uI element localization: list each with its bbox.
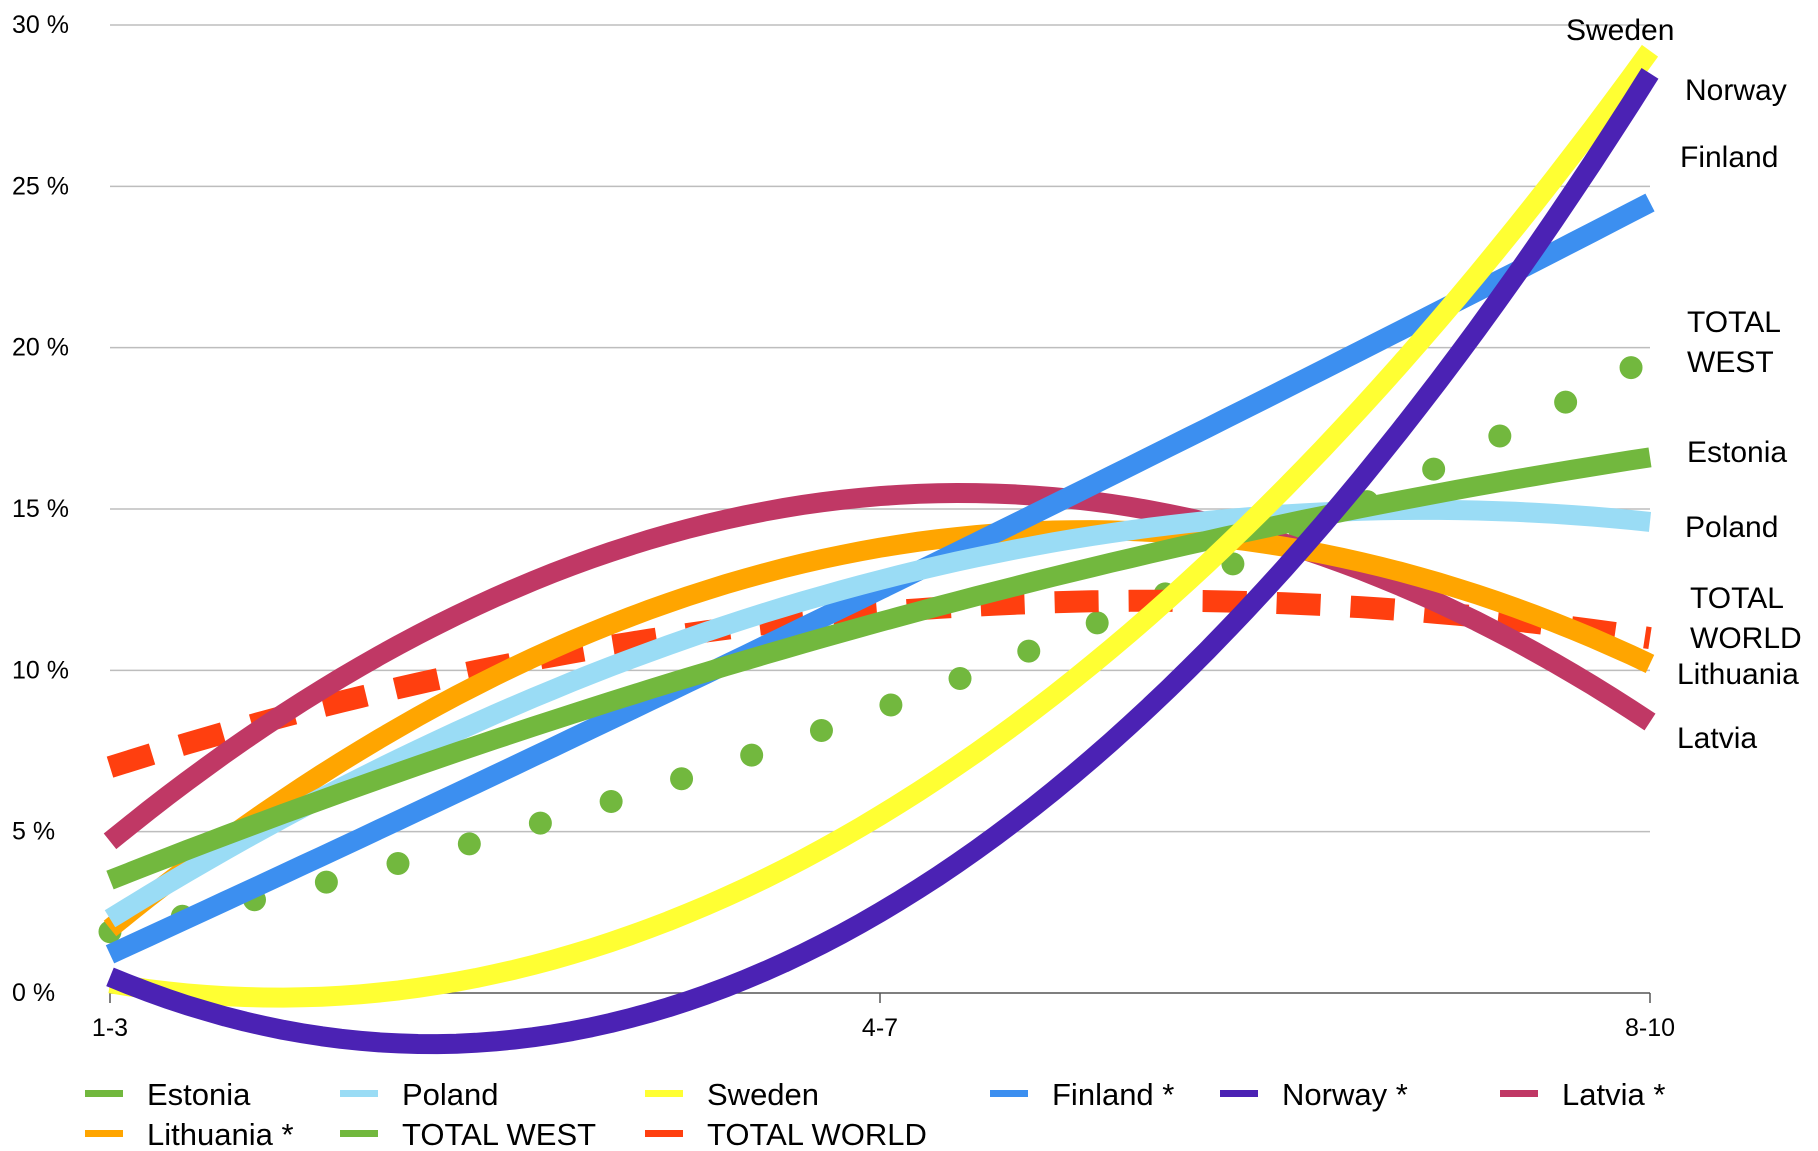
legend-swatch-lithuania bbox=[85, 1130, 123, 1137]
series-line-norway bbox=[106, 68, 1659, 1055]
series-end-label: WEST bbox=[1687, 346, 1774, 379]
series-end-label: Norway bbox=[1685, 74, 1787, 107]
x-tick-label: 1-3 bbox=[92, 1014, 128, 1042]
series-end-label: TOTAL bbox=[1690, 582, 1784, 615]
series-line-latvia bbox=[103, 483, 1656, 850]
x-tick-label: 8-10 bbox=[1625, 1014, 1675, 1042]
series-line-lithuania bbox=[103, 520, 1655, 937]
series-end-label: Sweden bbox=[1566, 14, 1674, 47]
legend-swatch-norway bbox=[1220, 1090, 1258, 1097]
series-end-label: Estonia bbox=[1687, 436, 1787, 469]
legend-swatch-estonia bbox=[85, 1090, 123, 1097]
series-end-label: TOTAL bbox=[1687, 306, 1781, 339]
x-tick-label: 4-7 bbox=[862, 1014, 898, 1042]
legend-swatch-total-west bbox=[340, 1130, 378, 1137]
legend-label-total-west: TOTAL WEST bbox=[402, 1117, 596, 1151]
series-end-label: Poland bbox=[1685, 511, 1778, 544]
legend-swatch-total-world bbox=[645, 1130, 683, 1137]
legend-swatch-finland bbox=[990, 1090, 1028, 1097]
y-tick-label: 5 % bbox=[12, 818, 55, 846]
legend-label-norway: Norway * bbox=[1282, 1077, 1408, 1112]
y-tick-label: 30 % bbox=[12, 11, 69, 39]
series-end-label: Finland bbox=[1680, 141, 1778, 174]
y-tick-label: 10 % bbox=[12, 656, 69, 684]
series-line-estonia bbox=[106, 447, 1652, 890]
legend-swatch-latvia bbox=[1500, 1090, 1538, 1097]
legend-swatch-poland bbox=[340, 1090, 378, 1097]
series-line-sweden bbox=[108, 44, 1659, 1008]
legend-label-latvia: Latvia * bbox=[1562, 1077, 1665, 1112]
legend-label-sweden: Sweden bbox=[707, 1077, 819, 1112]
legend-label-estonia: Estonia bbox=[147, 1077, 251, 1112]
y-tick-label: 15 % bbox=[12, 495, 69, 523]
legend-swatch-sweden bbox=[645, 1090, 683, 1097]
series-line-total-world bbox=[106, 589, 1652, 778]
legend-label-poland: Poland bbox=[402, 1077, 499, 1112]
legend-label-finland: Finland * bbox=[1052, 1077, 1174, 1112]
legend-label-total-world: TOTAL WORLD bbox=[707, 1117, 927, 1151]
series-end-label: Lithuania bbox=[1677, 658, 1799, 691]
y-tick-label: 25 % bbox=[12, 172, 69, 200]
legend-label-lithuania: Lithuania * bbox=[147, 1117, 294, 1151]
y-tick-label: 20 % bbox=[12, 334, 69, 362]
series-end-label: WORLD bbox=[1690, 622, 1802, 655]
y-tick-label: 0 % bbox=[12, 979, 55, 1007]
series-end-label: Latvia bbox=[1677, 722, 1757, 755]
